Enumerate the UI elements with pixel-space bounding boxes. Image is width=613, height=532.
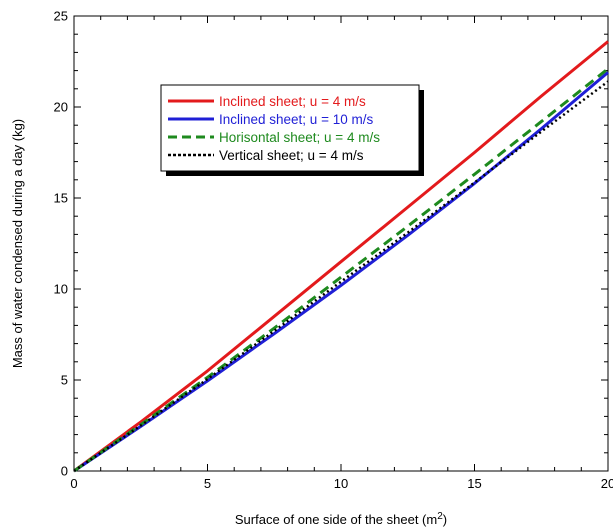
- x-tick-label: 20: [601, 476, 613, 491]
- legend-label-4: Vertical sheet; u = 4 m/s: [219, 148, 364, 163]
- x-axis-title-main: Surface of one side of the sheet (m: [235, 512, 437, 527]
- x-axis-title: Surface of one side of the sheet (m2): [235, 511, 447, 527]
- legend-label-1: Inclined sheet; u = 4 m/s: [219, 94, 366, 109]
- legend: Inclined sheet; u = 4 m/s Inclined sheet;…: [161, 85, 424, 176]
- y-tick-label: 0: [61, 464, 68, 479]
- legend-label-2: Inclined sheet; u = 10 m/s: [219, 112, 373, 127]
- plot-frame: [74, 16, 608, 471]
- x-tick-label: 0: [70, 476, 77, 491]
- x-tick-label: 10: [334, 476, 348, 491]
- axis-ticks: [74, 16, 608, 471]
- x-axis-title-suffix: ): [443, 512, 447, 527]
- legend-label-3: Horisontal sheet; u = 4 m/s: [219, 130, 380, 145]
- x-tick-label: 5: [204, 476, 211, 491]
- y-tick-label: 20: [54, 100, 68, 115]
- axis-tick-labels: 0 5 10 15 20 0 5 10 15 20 25: [54, 9, 613, 492]
- y-tick-label: 15: [54, 191, 68, 206]
- y-tick-label: 5: [61, 373, 68, 388]
- y-tick-label: 10: [54, 282, 68, 297]
- x-tick-label: 15: [467, 476, 481, 491]
- y-tick-label: 25: [54, 9, 68, 24]
- y-axis-title: Mass of water condensed during a day (kg…: [10, 119, 25, 368]
